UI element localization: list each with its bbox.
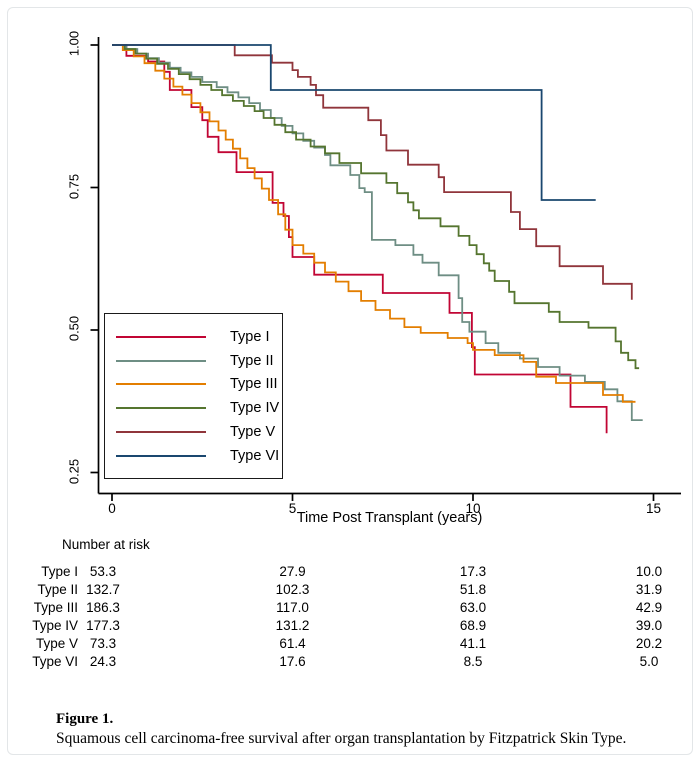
risk-row-label: Type IV (32, 618, 78, 633)
legend-line-swatch (116, 359, 206, 362)
risk-value: 31.9 (635, 582, 663, 597)
risk-value: 68.9 (459, 618, 487, 633)
risk-value: 51.8 (459, 582, 487, 597)
risk-value: 17.3 (459, 564, 487, 579)
y-tick-label: 0.25 (66, 458, 82, 484)
legend-line-swatch (116, 383, 206, 386)
legend-box: Type I Type II Type III Type IV Type V Type V… (104, 313, 283, 479)
legend-line-swatch (116, 431, 206, 434)
legend-entry-type-i: Type I (105, 325, 282, 349)
y-tick-label: 0.75 (66, 173, 82, 199)
survival-curve-type-iv (112, 44, 640, 370)
y-tick-label: 1.00 (66, 30, 82, 57)
risk-value: 24.3 (89, 654, 117, 669)
legend-label: Type IV (230, 400, 280, 417)
survival-plot (90, 37, 681, 501)
legend-label: Type III (230, 376, 278, 393)
risk-value: 42.9 (635, 600, 663, 615)
risk-value: 53.3 (89, 564, 117, 579)
risk-value: 5.0 (639, 654, 659, 669)
legend-entry-type-iv: Type IV (105, 396, 282, 420)
risk-row-label: Type II (37, 582, 78, 597)
risk-row-label: Type III (33, 600, 78, 615)
survival-curve-type-vi (112, 44, 596, 201)
y-tick-label: 0.50 (66, 315, 82, 342)
risk-value: 131.2 (275, 618, 310, 633)
legend-entry-type-v: Type V (105, 420, 282, 444)
x-tick-label: 10 (465, 501, 481, 516)
risk-value: 10.0 (635, 564, 663, 579)
legend-entry-type-vi: Type VI (105, 444, 282, 468)
legend-label: Type I (230, 328, 270, 345)
legend-line-swatch (116, 454, 206, 457)
risk-value: 186.3 (86, 600, 120, 615)
risk-value: 73.3 (89, 636, 117, 651)
survival-curve-type-v (112, 44, 633, 300)
x-tick-label: 0 (108, 501, 116, 516)
risk-value: 8.5 (463, 654, 483, 669)
risk-value: 61.4 (279, 636, 306, 651)
risk-value: 17.6 (279, 654, 306, 669)
x-tick-label: 15 (645, 501, 662, 516)
risk-value: 132.7 (86, 582, 120, 597)
survival-curve-type-i (112, 44, 608, 434)
risk-table-title: Number at risk (62, 537, 150, 552)
risk-row-label: Type I (41, 564, 78, 579)
x-tick-label: 5 (288, 501, 297, 516)
risk-value: 63.0 (459, 600, 487, 615)
risk-value: 177.3 (86, 618, 120, 633)
legend-label: Type V (230, 424, 276, 441)
risk-value: 27.9 (279, 564, 306, 579)
legend-entry-type-ii: Type II (105, 349, 282, 373)
risk-value: 117.0 (276, 600, 309, 615)
risk-value: 41.1 (459, 636, 487, 651)
risk-row-label: Type V (35, 636, 78, 651)
caption-label: Figure 1. (56, 711, 114, 727)
risk-value: 20.2 (635, 636, 663, 651)
legend-line-swatch (116, 335, 206, 338)
figure-caption: Figure 1. Squamous cell carcinoma-free s… (56, 711, 656, 748)
legend-entry-type-iii: Type III (105, 373, 282, 397)
survival-curve-type-iii (112, 44, 636, 403)
legend-line-swatch (116, 407, 206, 410)
legend-label: Type II (230, 352, 274, 369)
risk-row-label: Type VI (32, 654, 78, 669)
risk-value: 39.0 (635, 618, 663, 633)
legend-label: Type VI (230, 447, 280, 464)
x-axis-title: Time Post Transplant (years) (296, 510, 483, 526)
caption-text: Squamous cell carcinoma-free survival af… (56, 730, 627, 747)
risk-value: 102.3 (275, 582, 310, 597)
